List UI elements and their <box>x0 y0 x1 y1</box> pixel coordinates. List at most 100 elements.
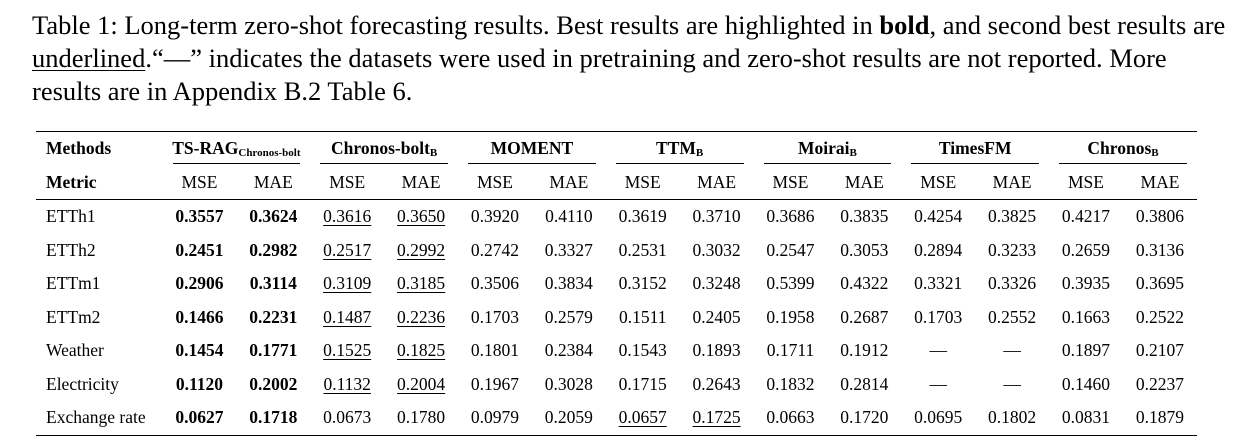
value-cell: 0.1703 <box>901 301 975 335</box>
value-text: 0.1525 <box>323 340 372 361</box>
value-cell: 0.3185 <box>384 267 458 301</box>
table-row: Electricity 0.1120 0.2002 0.1132 0.2004 0.196… <box>36 368 1197 402</box>
value-text: 0.2742 <box>470 239 520 260</box>
table-row: ETTm1 0.2906 0.3114 0.3109 0.3185 0.3506 0.383… <box>36 267 1197 301</box>
table-row: Weather 0.1454 0.1771 0.1525 0.1825 0.1801 0.2… <box>36 334 1197 368</box>
value-cell: 0.0831 <box>1049 401 1123 436</box>
value-text: 0.2579 <box>544 306 593 327</box>
value-text: — <box>1003 373 1021 394</box>
table-row: ETTh2 0.2451 0.2982 0.2517 0.2992 0.2742 0.332… <box>36 234 1197 268</box>
value-cell: 0.2894 <box>901 234 975 268</box>
value-cell: 0.1511 <box>606 301 680 335</box>
dataset-name: ETTh2 <box>46 239 96 260</box>
table-row: ETTh1 0.3557 0.3624 0.3616 0.3650 0.3920 0.411… <box>36 199 1197 234</box>
value-text: 0.0657 <box>618 407 667 428</box>
value-text: 0.1487 <box>323 306 372 327</box>
value-cell: 0.2659 <box>1049 234 1123 268</box>
value-text: 0.0831 <box>1061 407 1111 428</box>
value-cell: 0.1487 <box>310 301 384 335</box>
value-cell: 0.1879 <box>1122 401 1197 436</box>
value-cell: 0.1132 <box>310 368 384 402</box>
value-text: 0.1958 <box>766 306 815 327</box>
value-cell: 0.2107 <box>1123 334 1197 368</box>
method-header: TimesFM <box>901 131 1050 166</box>
value-cell: 0.3619 <box>605 199 680 234</box>
value-cell: 0.3650 <box>384 199 459 234</box>
value-text: 0.2236 <box>397 306 446 327</box>
value-cell: 0.1771 <box>236 334 310 368</box>
value-cell: — <box>975 334 1049 368</box>
metric-header-cell: MSE <box>1067 171 1104 192</box>
value-cell: 0.3616 <box>310 199 385 234</box>
value-cell: 0.2687 <box>827 301 901 335</box>
results-table: Methods TS-RAGChronos-bolt Chronos-bolt B M… <box>36 131 1197 436</box>
metric-header-cell: MSE <box>476 171 513 192</box>
caption-bold-word: bold <box>879 10 930 40</box>
method-name: TS-RAG <box>172 138 239 159</box>
value-cell: 0.3825 <box>975 199 1050 234</box>
value-text: 0.3686 <box>766 206 815 227</box>
method-header: MOMENT <box>458 131 606 166</box>
method-name: MOMENT <box>490 138 574 159</box>
method-name: Moirai <box>797 138 850 159</box>
value-text: 0.3136 <box>1135 239 1185 260</box>
method-subscript: B <box>695 147 704 160</box>
value-cell: 0.3686 <box>753 199 828 234</box>
value-cell: 0.1715 <box>606 368 680 402</box>
value-text: 0.1897 <box>1061 340 1111 361</box>
value-cell: 0.1663 <box>1049 301 1123 335</box>
table-caption: Table 1: Long-term zero-shot forecasting… <box>32 9 1232 108</box>
value-cell: 0.2004 <box>384 368 458 402</box>
value-text: 0.1780 <box>397 407 446 428</box>
value-text: 0.3619 <box>618 206 667 227</box>
value-text: 0.1825 <box>397 340 446 361</box>
value-cell: 0.3557 <box>162 199 237 234</box>
value-text: 0.1711 <box>766 340 815 361</box>
value-cell: 0.1832 <box>754 368 828 402</box>
methods-label: Methods <box>36 131 163 166</box>
dataset-name: Electricity <box>46 373 119 394</box>
value-cell: 0.3506 <box>458 267 532 301</box>
dataset-name: Exchange rate <box>36 401 163 436</box>
value-cell: 0.1912 <box>827 334 901 368</box>
value-text: 0.3695 <box>1135 273 1185 294</box>
value-cell: 0.3028 <box>532 368 606 402</box>
value-cell: — <box>901 368 975 402</box>
metric-header-cell: MAE <box>992 171 1032 192</box>
value-cell: 0.1120 <box>163 368 237 402</box>
value-text: 0.3624 <box>249 206 298 227</box>
value-cell: 0.1454 <box>163 334 237 368</box>
method-name: TTM <box>656 138 696 159</box>
value-cell: 0.1720 <box>827 401 902 436</box>
value-cell: 0.2992 <box>384 234 458 268</box>
dataset-name: ETTh1 <box>36 199 163 234</box>
value-text: 0.3835 <box>840 206 889 227</box>
value-cell: 0.3032 <box>680 234 754 268</box>
value-cell: 0.4110 <box>531 199 606 234</box>
table-row: Exchange rate 0.0627 0.1718 0.0673 0.1780 0.0… <box>36 401 1197 436</box>
value-cell: 0.1967 <box>458 368 532 402</box>
method-header: TS-RAGChronos-bolt <box>162 131 311 166</box>
value-cell: 0.3114 <box>236 267 310 301</box>
value-text: 0.2522 <box>1135 306 1185 327</box>
value-text: 0.1720 <box>840 407 889 428</box>
method-name: Chronos-bolt <box>331 138 430 159</box>
value-cell: 0.0695 <box>901 401 976 436</box>
metric-header-row: Metric MSE MAE MSE MAE MSE MAE MSE MAE MSE MAE MSE… <box>36 166 1197 200</box>
value-text: 0.3185 <box>397 273 446 294</box>
value-text: 0.1466 <box>175 306 224 327</box>
value-text: 0.3506 <box>470 273 520 294</box>
value-cell: 0.2579 <box>532 301 606 335</box>
value-text: 0.4217 <box>1061 206 1111 227</box>
metric-label: Metric <box>46 171 97 192</box>
metric-header-cell: MAE <box>549 171 589 192</box>
method-header: MoiraiB <box>753 131 902 166</box>
value-text: 0.1703 <box>470 306 520 327</box>
value-text: 0.3028 <box>544 373 593 394</box>
value-text: 0.1801 <box>470 340 520 361</box>
method-subscript: B <box>1151 147 1159 160</box>
value-text: 0.2894 <box>914 239 963 260</box>
value-text: 0.3321 <box>914 273 963 294</box>
value-cell: 0.0979 <box>458 401 532 436</box>
value-text: 0.3806 <box>1135 206 1185 227</box>
